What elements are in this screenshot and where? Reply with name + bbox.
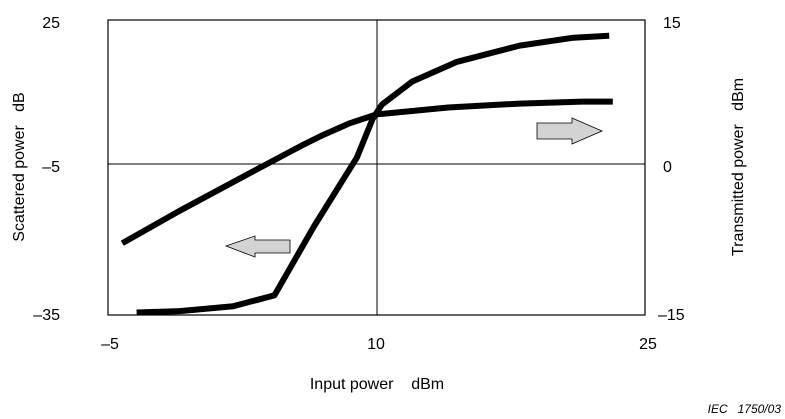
y-right-axis-label: Transmitted power dBm	[730, 78, 747, 256]
y-left-tick-bottom: –35	[33, 307, 60, 324]
series-layer	[120, 32, 613, 316]
left-y-ticks: 25 –5 –35	[33, 15, 60, 324]
y-left-tick-middle: –5	[42, 159, 60, 176]
y-left-axis-label: Scattered power dB	[11, 92, 28, 241]
x-axis-label: Input power dBm	[310, 376, 444, 393]
y-right-tick-middle: 0	[663, 159, 672, 176]
x-tick-left: –5	[101, 336, 119, 353]
transmitted-power-line	[120, 98, 613, 246]
arrow-left-icon	[224, 235, 291, 258]
y-left-tick-top: 25	[42, 15, 60, 32]
x-tick-right: 25	[639, 336, 657, 353]
arrow-right-icon	[536, 117, 604, 145]
x-tick-middle: 10	[367, 336, 385, 353]
x-ticks: –5 10 25	[101, 336, 657, 353]
y-right-tick-top: 15	[663, 15, 681, 32]
y-right-tick-bottom: –15	[658, 307, 685, 324]
right-y-ticks: 15 0 –15	[658, 15, 685, 324]
figure-reference: IEC 1750/03	[708, 402, 782, 416]
